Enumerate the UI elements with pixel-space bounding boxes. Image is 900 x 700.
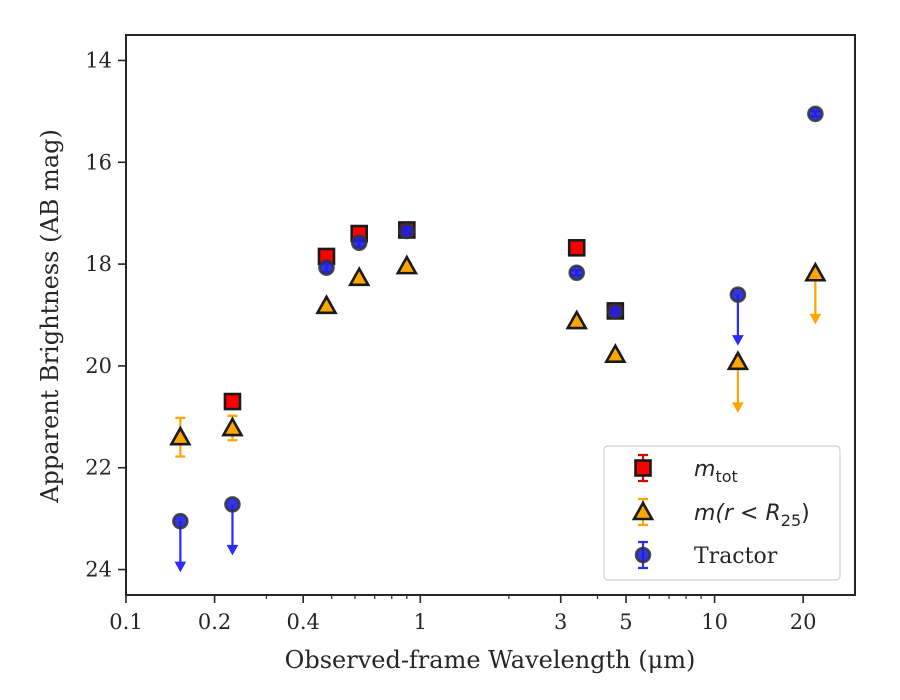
upper-limit-arrow-head bbox=[809, 313, 822, 325]
legend-item-circle: Tractor bbox=[634, 540, 778, 570]
triangle-marker bbox=[315, 294, 338, 315]
x-axis-label: Observed-frame Wavelength (μm) bbox=[285, 646, 696, 674]
legend-circle-marker bbox=[634, 546, 652, 564]
plot-frame bbox=[125, 34, 856, 596]
circle-marker bbox=[318, 259, 335, 276]
triangle-marker bbox=[804, 261, 827, 282]
upper-limit-arrow-head bbox=[732, 335, 744, 346]
x-tick-label: 3 bbox=[554, 610, 567, 634]
x-tick-label: 20 bbox=[790, 610, 817, 634]
data-point-circle bbox=[172, 512, 189, 573]
data-point-triangle bbox=[804, 261, 827, 325]
circle-marker bbox=[607, 303, 624, 320]
square-marker bbox=[567, 239, 586, 257]
legend-item-square: mtot bbox=[634, 453, 738, 486]
triangle-marker bbox=[169, 425, 192, 446]
data-point-circle bbox=[607, 303, 624, 320]
x-axis: 0.1 0.2 0.4 1 3 5 10 20 bbox=[109, 595, 817, 634]
data-point-square bbox=[223, 392, 242, 411]
data-point-circle bbox=[568, 264, 586, 282]
circle-marker bbox=[729, 286, 747, 303]
legend-triangle-marker bbox=[631, 500, 655, 521]
data-point-triangle bbox=[169, 416, 192, 458]
x-tick-label: 10 bbox=[701, 610, 728, 634]
circle-marker bbox=[398, 222, 416, 240]
data-point-circle bbox=[729, 286, 747, 346]
triangle-marker bbox=[347, 266, 371, 287]
legend-label: m(r < R25) bbox=[694, 501, 810, 530]
y-axis-label: Apparent Brightness (AB mag) bbox=[36, 129, 64, 504]
upper-limit-arrow-head bbox=[732, 402, 744, 413]
circle-marker bbox=[807, 105, 824, 123]
triangle-marker bbox=[604, 343, 627, 364]
upper-limit-arrow-head bbox=[226, 544, 239, 556]
data-point-triangle bbox=[726, 350, 750, 413]
data-point-triangle bbox=[395, 254, 419, 275]
x-tick-label: 5 bbox=[619, 610, 632, 634]
data-point-triangle bbox=[604, 343, 627, 364]
data-point-circle bbox=[807, 105, 824, 123]
data-point-circle bbox=[224, 496, 241, 556]
legend-label-subscript: 25 bbox=[781, 511, 801, 530]
y-tick-label: 16 bbox=[85, 150, 112, 174]
legend-label-main: m bbox=[694, 457, 715, 482]
upper-limit-arrow-head bbox=[174, 561, 187, 573]
data-point-circle bbox=[350, 234, 368, 252]
y-tick-label: 18 bbox=[85, 252, 112, 276]
circle-marker bbox=[224, 496, 241, 513]
legend-label: mtot bbox=[694, 457, 738, 486]
x-tick-label: 0.4 bbox=[286, 610, 319, 634]
data-marks bbox=[169, 105, 827, 573]
legend-square-marker bbox=[634, 459, 652, 477]
legend-box bbox=[603, 445, 841, 581]
triangle-marker bbox=[565, 309, 588, 330]
legend-label-end: ) bbox=[801, 501, 810, 526]
x-tick-label: 0.1 bbox=[109, 610, 142, 634]
legend-label: Tractor bbox=[694, 544, 778, 569]
data-point-triangle bbox=[565, 309, 588, 330]
x-tick-label: 1 bbox=[414, 610, 427, 634]
data-point-circle bbox=[398, 222, 416, 240]
legend-label-subscript: tot bbox=[715, 467, 737, 486]
legend: mtot m(r < R25) Tractor bbox=[603, 445, 841, 581]
data-point-circle bbox=[318, 259, 335, 276]
circle-marker bbox=[350, 234, 368, 252]
data-point-triangle bbox=[221, 414, 244, 442]
legend-item-triangle: m(r < R25) bbox=[631, 497, 810, 530]
series-triangle-group bbox=[169, 254, 827, 458]
series-square-group bbox=[223, 221, 625, 411]
triangle-marker bbox=[221, 416, 244, 437]
triangle-marker bbox=[726, 350, 750, 371]
triangle-marker bbox=[395, 254, 419, 275]
y-tick-label: 14 bbox=[85, 48, 112, 72]
square-marker bbox=[223, 392, 242, 411]
x-tick-label: 0.2 bbox=[198, 610, 231, 634]
series-circle-group bbox=[172, 105, 824, 573]
data-point-square bbox=[567, 239, 586, 257]
data-point-triangle bbox=[347, 266, 371, 287]
legend-label-main: m(r < R bbox=[694, 501, 781, 526]
circle-marker bbox=[568, 264, 586, 282]
y-tick-label: 22 bbox=[85, 456, 112, 480]
y-tick-label: 20 bbox=[85, 354, 112, 378]
y-tick-label: 24 bbox=[85, 558, 112, 582]
y-axis: 14 16 18 20 22 24 bbox=[85, 48, 126, 582]
data-point-triangle bbox=[315, 294, 338, 315]
circle-marker bbox=[172, 512, 189, 530]
